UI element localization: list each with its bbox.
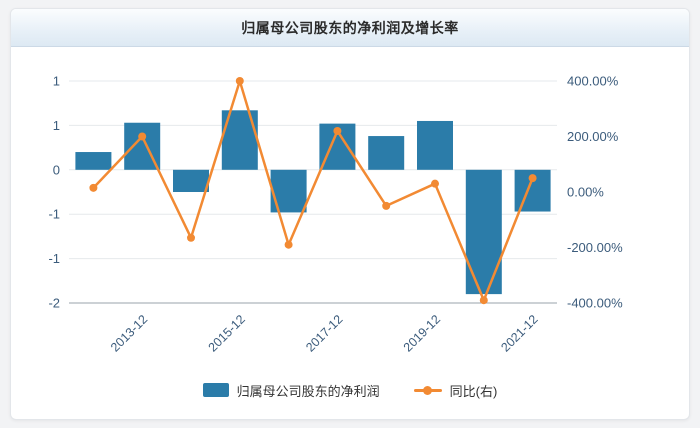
left-axis-tick-label: -1 — [48, 207, 60, 222]
growth-point-2019-12[interactable] — [431, 179, 439, 188]
legend-item-net-profit[interactable]: 归属母公司股东的净利润 — [202, 381, 380, 400]
legend-item-yoy[interactable]: 同比(右) — [413, 381, 498, 400]
chart-title: 归属母公司股东的净利润及增长率 — [241, 19, 459, 36]
left-axis-tick-label: 1 — [53, 74, 60, 89]
bar-2014-12[interactable] — [173, 169, 209, 192]
right-axis-tick-label: -200.00% — [567, 240, 623, 255]
line-series-swatch — [413, 385, 442, 395]
bar-2012-12[interactable] — [75, 152, 112, 170]
left-axis-tick-label: 1 — [53, 118, 60, 133]
bar-series-swatch — [202, 383, 229, 397]
line-series-dot — [422, 385, 432, 395]
growth-point-2013-12[interactable] — [138, 132, 147, 141]
right-axis-tick-label: 200.00% — [567, 129, 619, 144]
x-axis-label: 2019-12 — [401, 312, 443, 354]
bar-2019-12[interactable] — [417, 120, 453, 170]
growth-point-2016-12[interactable] — [284, 240, 293, 249]
right-axis-tick-label: 400.00% — [567, 74, 619, 89]
left-axis-tick-label: -2 — [48, 296, 60, 311]
bar-2020-12[interactable] — [465, 169, 502, 295]
bar-2018-12[interactable] — [368, 136, 405, 170]
right-axis-tick-label: 0.00% — [567, 185, 604, 200]
growth-point-2020-12[interactable] — [479, 296, 488, 305]
growth-point-2015-12[interactable] — [235, 77, 244, 85]
growth-point-2012-12[interactable] — [89, 183, 98, 192]
growth-point-2014-12[interactable] — [187, 233, 195, 242]
growth-point-2021-12[interactable] — [528, 174, 537, 183]
x-axis-label: 2021-12 — [498, 312, 540, 354]
right-axis-tick-label: -400.00% — [567, 296, 623, 311]
growth-line — [92, 79, 534, 302]
x-axis-label: 2017-12 — [303, 312, 345, 354]
left-axis-tick-label: -1 — [48, 251, 60, 266]
profit-growth-chart: 1 1 0 -1 -1 -2 400.00% 200.00% 0.00% -200.00% -400… — [48, 74, 623, 355]
chart-card: 归属母公司股东的净利润及增长率 1 1 0 -1 -1 -2 400.00% 200.00% 0… — [10, 8, 690, 420]
left-axis-tick-label: 0 — [53, 162, 60, 177]
chart-title-bar: 归属母公司股东的净利润及增长率 — [11, 9, 689, 47]
legend-label-yoy: 同比(右) — [449, 383, 498, 399]
x-axis-label: 2013-12 — [108, 312, 150, 354]
growth-point-2017-12[interactable] — [333, 126, 342, 135]
legend-label-net-profit: 归属母公司股东的净利润 — [236, 383, 380, 399]
x-axis-label: 2015-12 — [206, 312, 248, 354]
growth-point-2018-12[interactable] — [382, 201, 391, 210]
chart-legend: 归属母公司股东的净利润 同比(右) — [11, 367, 689, 413]
